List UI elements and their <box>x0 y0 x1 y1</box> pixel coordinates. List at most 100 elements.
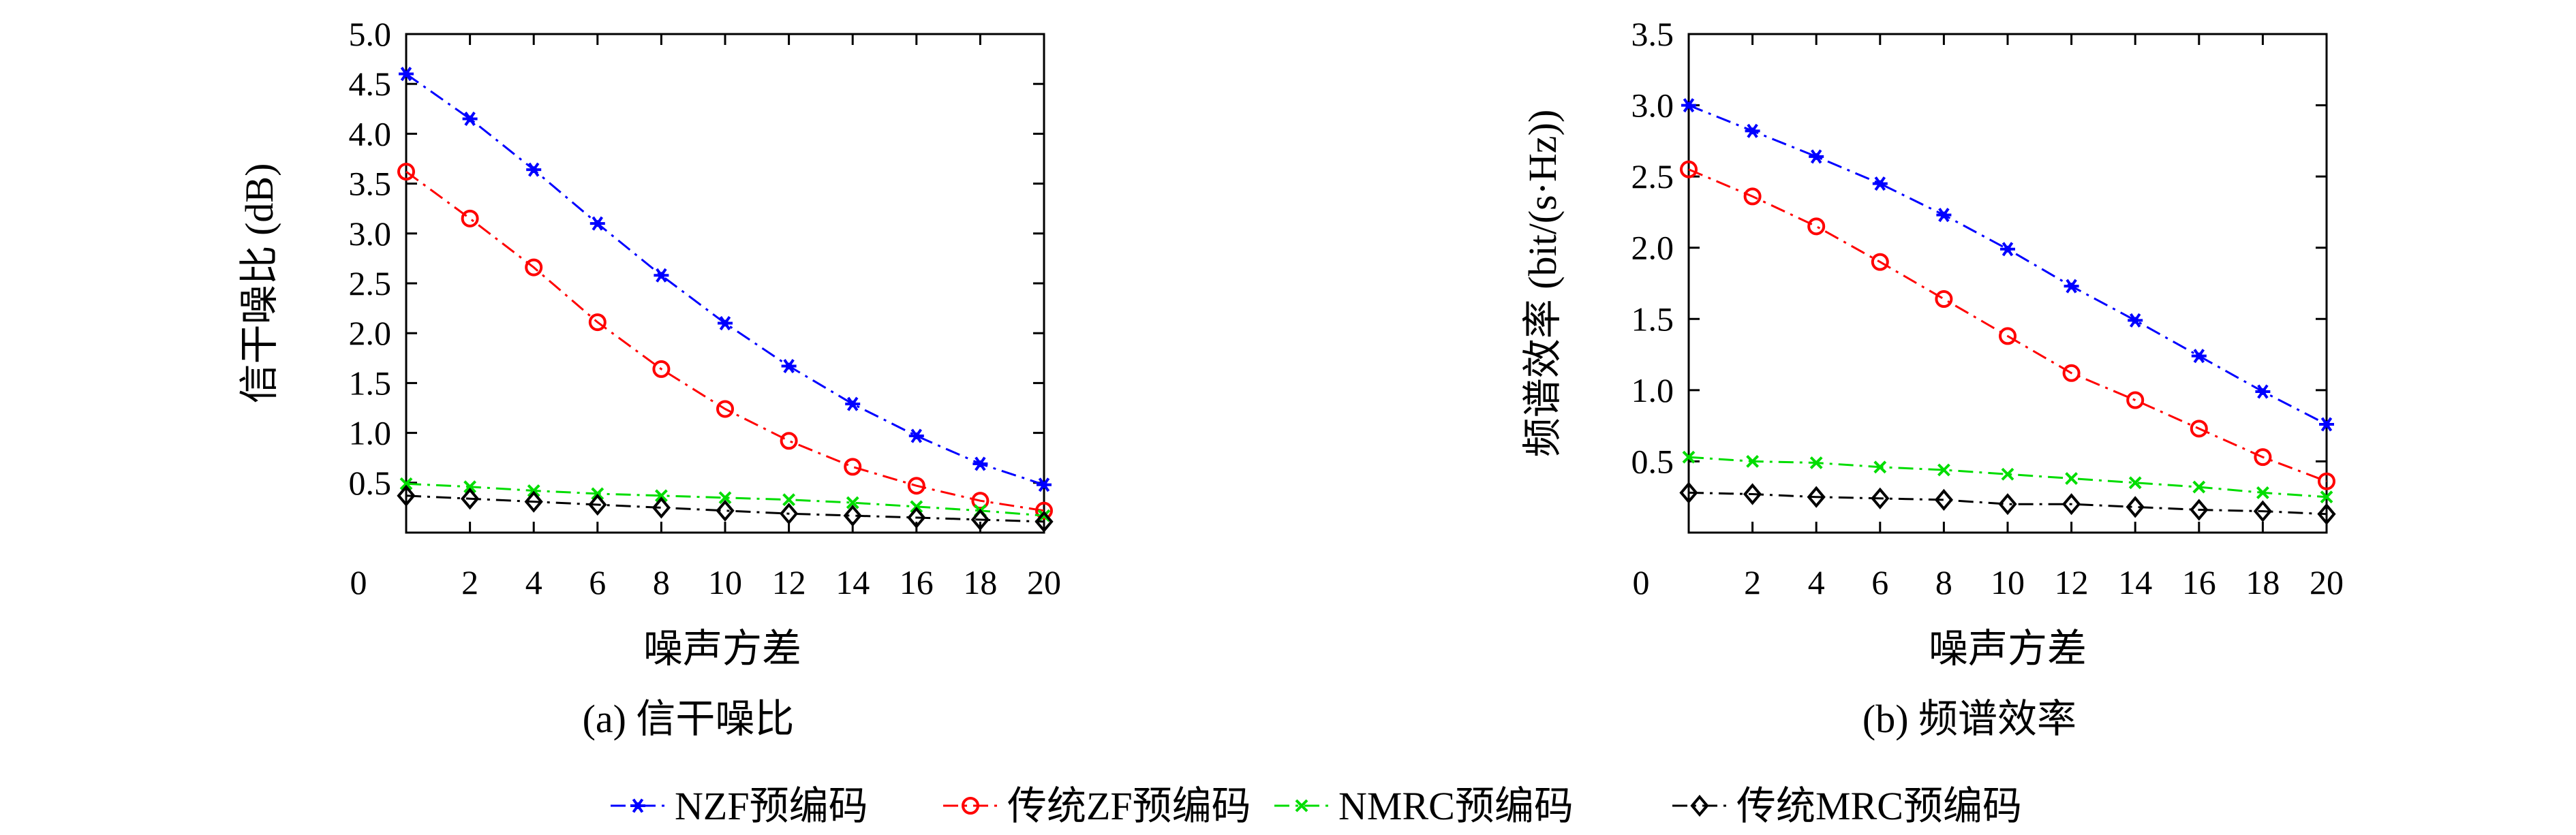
data-point <box>908 428 924 443</box>
data-point <box>1934 488 1954 511</box>
series-line <box>1688 104 2327 426</box>
legend-marker <box>1690 794 1709 817</box>
panel-a-caption: (a) 信干噪比 <box>583 697 795 741</box>
data-point <box>462 111 478 126</box>
y-tick-label: 1.5 <box>1631 300 1674 338</box>
data-point <box>654 489 668 503</box>
plot-frame <box>405 33 1045 534</box>
data-point <box>463 480 477 494</box>
data-point <box>2128 476 2142 490</box>
data-point <box>907 506 926 529</box>
data-point <box>1037 509 1051 522</box>
series-2-b <box>1680 160 2335 490</box>
x-tick-label: 10 <box>708 563 742 601</box>
x-tick-label: 2 <box>461 563 478 601</box>
data-point <box>2192 480 2206 494</box>
data-point <box>1998 493 2017 516</box>
data-point <box>845 396 861 411</box>
data-point <box>1035 501 1053 520</box>
data-point <box>1871 253 1889 271</box>
origin-label: 0 <box>350 563 367 601</box>
legend-label: 传统MRC预编码 <box>1736 784 2022 828</box>
series-3-b <box>1682 450 2333 504</box>
data-point <box>1809 149 1824 164</box>
y-tick-label: 5.0 <box>349 15 392 53</box>
y-tick-label: 0.5 <box>349 464 392 502</box>
series-line <box>405 482 1045 517</box>
series-line <box>405 494 1045 523</box>
data-point <box>588 493 607 516</box>
series-4-b <box>1679 482 2336 525</box>
data-point <box>1743 187 1762 206</box>
x-tick-label: 6 <box>1871 563 1888 601</box>
data-point <box>2256 486 2269 499</box>
series-line <box>405 170 1045 512</box>
data-point <box>2000 242 2015 257</box>
data-point <box>1745 123 1760 138</box>
data-point <box>588 313 607 332</box>
data-point <box>2191 349 2207 364</box>
y-tick-label: 2.0 <box>1631 229 1674 267</box>
data-point <box>2190 420 2208 438</box>
series-3-a <box>399 477 1051 522</box>
data-point <box>1807 217 1826 236</box>
y-tick-label: 1.5 <box>349 364 392 402</box>
data-point <box>2062 364 2081 382</box>
data-point <box>970 508 990 531</box>
data-point <box>2065 472 2079 485</box>
data-point <box>2318 472 2335 490</box>
origin-label: 0 <box>1633 563 1650 601</box>
chart-panel-a: (a) 信干噪比 0.5 1.0 1.5 2.0 2.5 3.0 3.5 4.0 4.5 5.0 2… <box>237 15 1061 741</box>
chart-panel-b: (b) 频谱效率 0.5 1.0 1.5 2.0 2.5 3.0 3.5 2 4 6 8 10 12 14… <box>1520 15 2344 741</box>
data-point <box>2128 313 2143 328</box>
panel-b-caption: (b) 频谱效率 <box>1862 697 2076 741</box>
data-point <box>846 496 859 509</box>
data-point <box>1936 208 1952 223</box>
data-point <box>2001 467 2014 481</box>
data-point <box>397 163 415 181</box>
data-point <box>2190 499 2209 521</box>
x-tick-label: 18 <box>963 563 997 601</box>
data-point <box>1999 327 2017 345</box>
y-tick-label: 3.5 <box>349 165 392 203</box>
data-point <box>971 492 990 510</box>
series-line <box>1688 456 2327 499</box>
data-point <box>2255 384 2271 399</box>
x-tick-label: 6 <box>589 563 606 601</box>
data-point <box>399 477 413 490</box>
data-point <box>654 268 669 283</box>
y-tick-label: 2.0 <box>349 314 392 352</box>
x-tick-label: 4 <box>1808 563 1825 601</box>
data-point <box>2320 490 2333 504</box>
y-tick-label: 0.5 <box>1631 442 1674 480</box>
data-point <box>2126 496 2145 518</box>
data-point <box>1037 477 1052 492</box>
series-line <box>1688 491 2327 516</box>
data-point <box>1807 486 1826 508</box>
y-tick-label: 4.5 <box>349 65 392 103</box>
data-point <box>716 499 735 522</box>
legend-marker <box>1295 799 1308 813</box>
data-point <box>1872 176 1888 191</box>
data-point <box>972 456 988 471</box>
data-point <box>1680 160 1698 178</box>
series-2-a <box>397 163 1053 520</box>
legend-label: NZF预编码 <box>675 784 868 828</box>
legend-item-2: 传统ZF预编码 <box>943 784 1251 828</box>
y-tick-label: 2.5 <box>349 264 392 302</box>
series-line <box>405 73 1045 486</box>
x-tick-label: 18 <box>2245 563 2280 601</box>
x-tick-label: 12 <box>2055 563 2089 601</box>
y-tick-label: 3.0 <box>349 215 392 253</box>
data-point <box>524 490 543 513</box>
data-point <box>1873 460 1887 474</box>
data-point <box>718 316 733 331</box>
data-point <box>1743 483 1762 505</box>
data-point <box>716 400 734 418</box>
data-point <box>910 500 923 514</box>
x-tick-label: 16 <box>900 563 934 601</box>
y-axis-label: 频谱效率 (bit/(s·Hz)) <box>1520 110 1565 458</box>
x-tick-label: 20 <box>2310 563 2344 601</box>
data-point <box>718 491 732 505</box>
